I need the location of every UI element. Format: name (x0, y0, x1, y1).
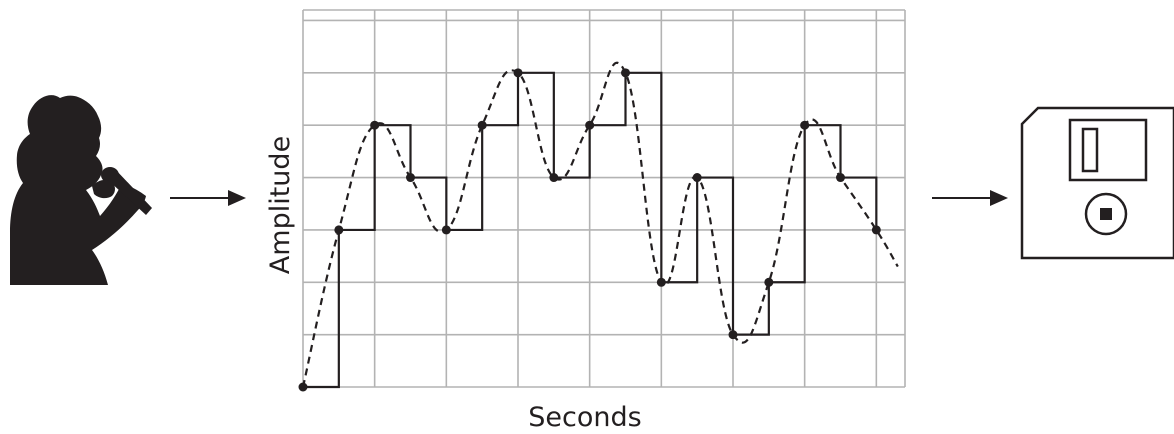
sample-point (728, 330, 738, 340)
sample-point (836, 173, 845, 183)
sample-points (298, 68, 881, 392)
sample-point (370, 120, 380, 130)
analog-waveform-curve (301, 62, 899, 388)
sample-point (800, 120, 810, 130)
sample-point (298, 382, 308, 392)
sample-point (585, 120, 595, 130)
sample-point (764, 277, 774, 287)
sample-point (513, 68, 523, 78)
sample-point (692, 173, 702, 183)
x-axis-label: Seconds (528, 402, 641, 433)
right-arrow-icon (170, 190, 246, 206)
floppy-disk-icon (1020, 106, 1174, 260)
sample-point (334, 225, 344, 235)
sample-point (406, 173, 415, 183)
sampling-chart: Amplitude Seconds (265, 9, 906, 433)
sample-point (441, 225, 451, 235)
right-arrow-icon (932, 190, 1008, 206)
sample-point (549, 173, 559, 183)
sample-point (477, 120, 487, 130)
sample-point (871, 225, 881, 235)
y-axis-label: Amplitude (265, 136, 296, 274)
sample-point (621, 68, 630, 78)
singer-with-microphone-icon (10, 95, 152, 285)
chart-grid (302, 9, 906, 388)
sample-point (656, 277, 666, 287)
